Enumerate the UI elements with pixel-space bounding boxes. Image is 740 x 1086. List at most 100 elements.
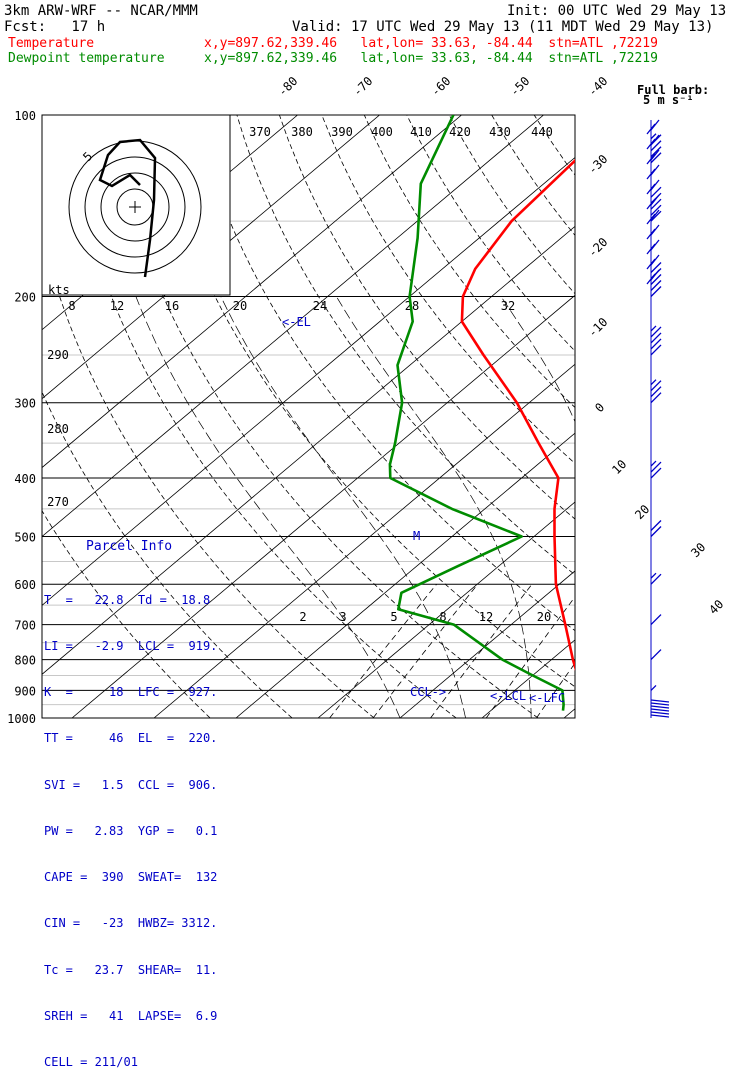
wind-barb — [650, 379, 657, 386]
isotherm-line — [728, 115, 740, 718]
wind-barb — [650, 714, 670, 718]
wind-barb — [650, 326, 662, 338]
parcel-info-table: T = 22.8 Td = 18.8 LI = -2.9 LCL = 919. … — [44, 562, 217, 1086]
forecast-hour: Fcst: 17 h — [4, 19, 106, 35]
dry-adiabat-line — [109, 115, 539, 718]
pressure-tick-label: 700 — [14, 619, 36, 633]
hodograph-trace — [98, 138, 157, 278]
dry-adiabat-line — [42, 509, 211, 718]
wind-barb — [650, 186, 662, 198]
theta-left-label: 290 — [47, 348, 69, 362]
parcel-line: K = 18 LFC = 927. — [44, 685, 218, 700]
moist-adiabat-line — [728, 297, 740, 719]
wind-barb — [650, 392, 662, 404]
moist-adiabat-line — [662, 297, 719, 719]
isotherm-label: -80 — [275, 74, 300, 99]
isotherm-line — [42, 156, 575, 606]
wind-barb — [650, 684, 657, 691]
hodograph-speed-label: 32 — [501, 299, 515, 313]
lfc-marker: <-LFC — [529, 691, 565, 705]
full-barb-label: Full barb: — [637, 83, 709, 97]
wind-barb — [650, 705, 670, 709]
theta-label: 380 — [291, 125, 313, 139]
lcl-marker: <-LCL — [490, 689, 526, 703]
parcel-line: TT = 46 EL = 220. — [44, 731, 218, 746]
wind-barb — [650, 146, 662, 158]
wind-barb — [646, 138, 656, 150]
wind-barb — [650, 338, 662, 350]
mixing-ratio-label: 3 — [339, 610, 346, 624]
hodograph-speed-label: 20 — [233, 299, 247, 313]
parcel-line: Tc = 23.7 SHEAR= 11. — [44, 962, 218, 977]
wind-barb — [646, 153, 656, 165]
dry-adiabat-line — [577, 115, 740, 718]
isotherm-label: -20 — [585, 235, 610, 260]
mixing-ratio-line — [329, 583, 437, 718]
hodograph-speed-label: 16 — [165, 299, 179, 313]
parcel-line: PW = 2.83 YGP = 0.1 — [44, 823, 218, 838]
isotherm-line — [42, 115, 380, 400]
hodograph-ring — [84, 156, 186, 258]
moist-adiabat-line — [220, 296, 466, 718]
valid-time: Valid: 17 UTC Wed 29 May 13 (11 MDT Wed … — [292, 19, 714, 35]
wind-barb — [650, 699, 670, 703]
wind-barb — [646, 168, 656, 180]
isotherm-label: 0 — [592, 400, 607, 415]
isotherm-line — [563, 708, 575, 718]
hodograph-speed-label: 24 — [313, 299, 327, 313]
isotherm-line — [399, 570, 575, 718]
parcel-line: SREH = 41 LAPSE= 6.9 — [44, 1008, 218, 1023]
wind-barb — [650, 274, 662, 285]
mixing-ratio-label: 12 — [479, 610, 493, 624]
el-marker: <-EL — [282, 315, 311, 329]
theta-label: 420 — [449, 125, 471, 139]
mixing-ratio-line — [536, 662, 575, 718]
wind-barb — [650, 572, 657, 579]
dry-adiabat-line — [321, 115, 575, 464]
theta-left-label: 270 — [47, 495, 69, 509]
hodograph-units: kts — [48, 283, 70, 297]
wind-barb — [646, 243, 656, 255]
wind-barb — [650, 152, 662, 164]
theta-label: 440 — [531, 125, 553, 139]
pressure-tick-label: 900 — [14, 684, 36, 698]
wind-barb — [650, 573, 662, 585]
isotherm-line — [481, 639, 575, 718]
wind-barb — [650, 332, 662, 344]
wind-barb — [650, 262, 662, 273]
wind-barb — [650, 702, 670, 706]
theta-label: 390 — [331, 125, 353, 139]
wind-barb — [646, 198, 656, 210]
dry-adiabat-line — [151, 115, 575, 688]
isotherm-line — [42, 115, 462, 469]
mixing-ratio-line — [430, 583, 533, 718]
wind-barb — [646, 183, 656, 195]
hodograph-box — [41, 114, 231, 296]
dry-adiabat-line — [194, 115, 575, 632]
isotherm-label: -40 — [585, 74, 610, 99]
mixing-ratio-line — [603, 584, 694, 718]
isotherm-line — [42, 115, 544, 538]
wind-barb — [650, 344, 662, 356]
isotherm-label: -70 — [350, 74, 375, 99]
wind-barb — [650, 520, 662, 531]
wind-barb — [650, 204, 662, 216]
wind-barb — [646, 213, 656, 225]
temperature-location: x,y=897.62,339.46 lat,lon= 33.63, -84.44… — [204, 36, 658, 51]
isotherm-label: 30 — [688, 540, 708, 560]
dry-adiabat-line — [236, 115, 575, 576]
theta-label: 370 — [249, 125, 271, 139]
hodograph-ring — [100, 172, 170, 242]
hodograph-speed-label: 12 — [110, 299, 124, 313]
parcel-line: CELL = 211/01 — [44, 1055, 138, 1069]
dewpoint-profile-line — [388, 115, 565, 711]
wind-barb — [650, 460, 657, 467]
pressure-tick-label: 100 — [14, 109, 36, 123]
wind-barb — [650, 140, 662, 152]
dry-adiabat-line — [66, 115, 457, 718]
pressure-tick-label: 400 — [14, 472, 36, 486]
isotherm-label: -30 — [585, 152, 610, 177]
mixing-ratio-label: 2 — [299, 610, 306, 624]
theta-left-label: 280 — [47, 422, 69, 436]
